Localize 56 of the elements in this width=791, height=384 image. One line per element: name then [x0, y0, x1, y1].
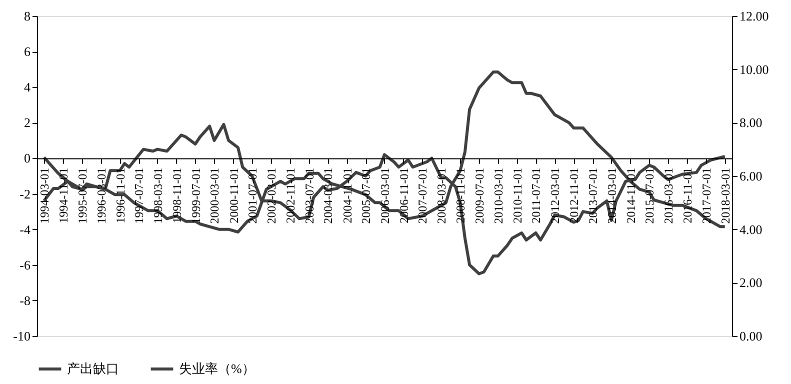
x-tick-label: 2008-11-01: [454, 168, 468, 224]
x-tick-label: 2016-11-01: [680, 168, 695, 224]
x-tick-label: 1994-11-01: [56, 168, 71, 224]
y-tick-label: -2: [20, 186, 30, 202]
x-tick-label: 1996-03-01: [94, 168, 108, 224]
x-tick-label: 2002-03-01: [264, 168, 278, 224]
x-tick-label: 2004-11-01: [340, 168, 354, 224]
y-tick-label: -6: [20, 257, 31, 272]
x-tick-label: 2013-07-01: [586, 168, 600, 224]
y-tick-label: -10: [13, 328, 30, 344]
x-tick-label: 2000-11-01: [226, 168, 241, 224]
y2-tick-label: 4.00: [740, 222, 762, 237]
x-tick-label: 2015-07-01: [642, 168, 657, 224]
x-tick-label: 2000-03-01: [208, 168, 222, 224]
x-tick-label: 2006-03-01: [378, 168, 392, 224]
x-tick-label: 2005-07-01: [359, 168, 374, 224]
x-tick-label: 2014-11-01: [624, 168, 638, 224]
x-tick-label: 2004-03-01: [321, 168, 336, 224]
legend-label: 产出缺口: [67, 361, 119, 376]
y-tick-label: 4: [24, 80, 31, 95]
x-tick-label: 2003-07-01: [302, 168, 316, 224]
y-tick-label: -8: [20, 292, 30, 308]
x-tick-label: 1997-07-01: [132, 168, 146, 224]
y2-tick-label: 0.00: [740, 328, 762, 344]
x-tick-label: 2006-11-01: [396, 168, 411, 224]
x-tick-label: 2012-11-01: [567, 168, 582, 224]
x-tick-label: 2018-03-01: [718, 168, 732, 224]
x-tick-label: 2016-03-01: [662, 168, 676, 224]
x-tick-label: 2010-11-01: [510, 168, 524, 224]
x-tick-label: 2014-03-01: [604, 168, 619, 224]
x-tick-label: 1994-03-01: [37, 168, 52, 224]
y2-tick-label: 6.00: [740, 168, 762, 184]
x-tick-label: 2008-03-01: [434, 168, 449, 224]
y-tick-label: 6: [24, 44, 31, 60]
x-tick-label: 1998-11-01: [170, 168, 184, 224]
y2-tick-label: 10.00: [740, 62, 769, 77]
y2-tick-label: 2.00: [740, 275, 762, 290]
y2-tick-label: 12.00: [740, 8, 769, 24]
x-tick-label: 2001-07-01: [246, 168, 260, 224]
x-tick-label: 1996-11-01: [113, 168, 128, 224]
x-tick-label: 1999-07-01: [188, 168, 203, 224]
y-tick-label: 2: [24, 115, 30, 130]
x-tick-label: 1995-07-01: [75, 168, 90, 224]
x-tick-label: 2010-03-01: [491, 168, 506, 224]
x-tick-label: 2002-11-01: [283, 168, 298, 224]
x-tick-label: 2007-07-01: [416, 168, 430, 224]
y-tick-label: 8: [24, 8, 30, 24]
x-tick-label: 2017-07-01: [699, 168, 714, 224]
y-tick-label: 0: [24, 150, 30, 166]
legend-label: 失业率（%）: [179, 361, 255, 376]
x-tick-label: 2011-07-01: [529, 168, 544, 224]
y2-tick-label: 8.00: [740, 115, 762, 130]
x-tick-label: 2012-03-01: [548, 168, 562, 224]
x-tick-label: 2009-07-01: [472, 168, 487, 224]
y-tick-label: -4: [20, 222, 31, 237]
x-tick-label: 1998-03-01: [150, 168, 165, 224]
